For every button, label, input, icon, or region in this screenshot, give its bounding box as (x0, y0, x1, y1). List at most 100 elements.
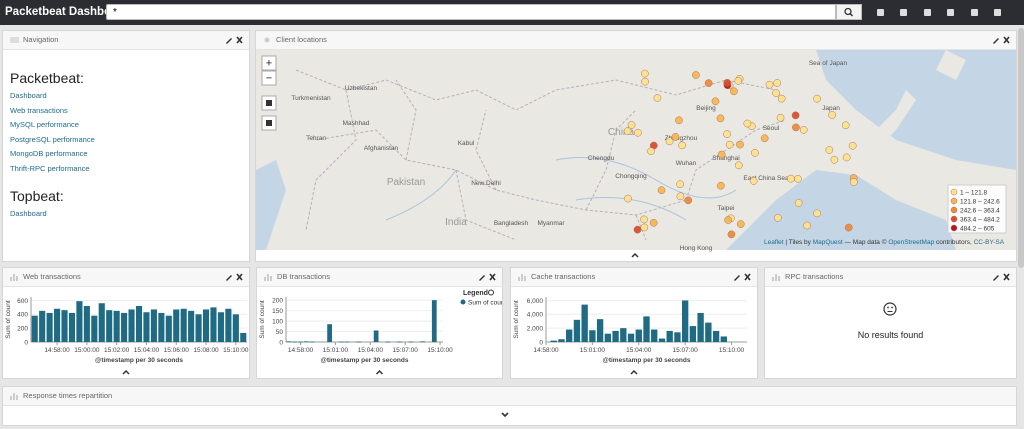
location-marker[interactable] (776, 113, 785, 122)
location-marker[interactable] (772, 89, 780, 97)
nav-link[interactable]: MongoDB performance (10, 149, 88, 158)
location-marker[interactable] (653, 94, 662, 102)
location-marker[interactable] (675, 116, 683, 125)
location-marker[interactable] (723, 130, 731, 138)
collapse-chevron[interactable] (375, 369, 384, 375)
location-marker[interactable] (704, 79, 713, 87)
panel-actions[interactable] (478, 273, 496, 281)
location-marker[interactable] (842, 153, 851, 162)
collapse-chevron[interactable] (122, 369, 130, 375)
location-marker[interactable] (725, 140, 734, 149)
location-marker[interactable] (649, 218, 658, 227)
panel-actions[interactable] (733, 273, 751, 281)
panel-actions[interactable] (992, 36, 1010, 44)
y-tick-label: 2,000 (527, 325, 544, 332)
location-marker[interactable] (749, 177, 758, 185)
nav-link[interactable]: Dashboard (10, 209, 47, 218)
legend-swatch (460, 299, 466, 305)
nav-link[interactable]: Web transactions (10, 105, 68, 115)
location-marker[interactable] (848, 141, 857, 150)
location-marker[interactable] (724, 216, 732, 224)
location-marker[interactable] (813, 94, 821, 103)
search-input[interactable]: * (106, 4, 836, 20)
legend-toggle[interactable] (488, 289, 494, 296)
location-marker[interactable] (665, 137, 674, 146)
zoom-button[interactable] (261, 70, 277, 86)
location-marker[interactable] (813, 209, 821, 218)
location-marker[interactable] (723, 78, 732, 87)
location-marker[interactable] (791, 111, 800, 120)
panel-actions[interactable] (992, 273, 1010, 281)
location-marker[interactable] (624, 194, 632, 203)
location-marker[interactable] (773, 79, 782, 87)
location-marker[interactable] (825, 146, 834, 154)
location-marker[interactable] (774, 213, 782, 222)
location-marker[interactable] (760, 134, 769, 143)
location-marker[interactable] (841, 121, 850, 130)
location-marker[interactable] (717, 150, 726, 159)
location-marker[interactable] (828, 111, 836, 119)
location-marker[interactable] (844, 223, 853, 232)
panel-actions[interactable] (225, 273, 243, 281)
location-marker[interactable] (711, 97, 720, 106)
location-marker[interactable] (734, 161, 743, 170)
location-marker[interactable] (734, 77, 743, 85)
nav-link[interactable]: Thrift-RPC performance (10, 163, 90, 173)
location-marker[interactable] (634, 128, 642, 137)
location-marker[interactable] (627, 121, 636, 129)
attribution-link[interactable]: MapQuest (813, 239, 843, 246)
location-marker[interactable] (676, 180, 684, 189)
location-marker[interactable] (792, 123, 800, 132)
location-marker[interactable] (678, 141, 686, 150)
panel-actions[interactable] (225, 36, 243, 44)
location-marker[interactable] (657, 186, 666, 195)
attribution-link[interactable]: Leaflet (764, 239, 784, 246)
toolbar-button[interactable] (877, 9, 884, 16)
attribution-link[interactable]: OpenStreetMap (888, 239, 934, 246)
location-marker[interactable] (799, 125, 808, 134)
location-marker[interactable] (730, 87, 738, 96)
toolbar-button[interactable] (900, 9, 907, 16)
location-marker[interactable] (641, 77, 649, 86)
zoom-button[interactable] (261, 55, 277, 71)
toolbar-button[interactable] (971, 9, 978, 16)
location-marker[interactable] (716, 181, 725, 190)
location-marker[interactable] (640, 223, 649, 232)
location-marker[interactable] (716, 114, 725, 123)
location-marker[interactable] (794, 174, 802, 183)
location-marker[interactable] (765, 80, 774, 89)
location-marker[interactable] (736, 140, 744, 149)
location-marker[interactable] (743, 119, 752, 128)
location-marker[interactable] (640, 215, 648, 224)
location-marker[interactable] (849, 178, 858, 186)
location-marker[interactable] (676, 192, 685, 201)
location-marker[interactable] (727, 230, 736, 239)
location-marker[interactable] (830, 155, 839, 164)
collapse-chevron[interactable] (631, 252, 639, 258)
location-marker[interactable] (684, 196, 693, 205)
expand-chevron[interactable] (3, 406, 1016, 424)
location-marker[interactable] (803, 221, 811, 230)
nav-link[interactable]: PostgreSQL performance (10, 134, 95, 144)
location-marker[interactable] (640, 69, 649, 78)
location-marker[interactable] (777, 94, 786, 103)
location-marker[interactable] (794, 199, 803, 207)
location-marker[interactable] (692, 71, 700, 79)
location-marker[interactable] (736, 220, 745, 228)
location-marker[interactable] (623, 127, 632, 136)
map[interactable]: China India Pakistan Afghanistan Turkmenista… (256, 50, 1016, 262)
location-marker[interactable] (751, 148, 759, 157)
collapse-chevron[interactable] (630, 369, 638, 375)
search-button[interactable] (836, 4, 862, 20)
location-marker[interactable] (787, 174, 795, 183)
location-marker[interactable] (671, 133, 680, 141)
location-marker[interactable] (647, 147, 655, 156)
toolbar-button[interactable] (924, 9, 931, 16)
location-marker[interactable] (633, 225, 642, 234)
toolbar-button[interactable] (947, 9, 954, 16)
nav-link[interactable]: Dashboard (10, 91, 47, 100)
toolbar-button[interactable] (994, 9, 1001, 16)
scrollbar[interactable] (1018, 28, 1024, 268)
attribution-link[interactable]: CC-BY-SA (974, 239, 1005, 246)
nav-link[interactable]: MySQL performance (10, 120, 79, 129)
